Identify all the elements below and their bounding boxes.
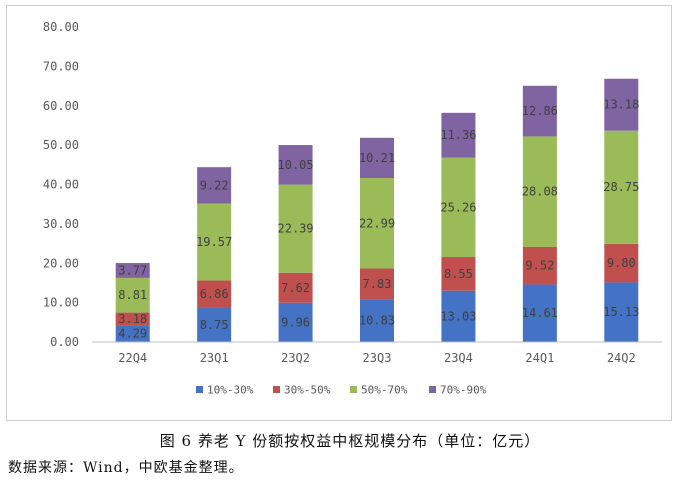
data-label: 4.29 <box>118 327 147 341</box>
data-label: 9.22 <box>200 178 229 192</box>
bar-segment <box>522 284 557 342</box>
bar-segment <box>604 282 639 342</box>
x-tick-label: 24Q1 <box>525 351 554 365</box>
data-label: 10.05 <box>278 158 314 172</box>
bar-segment <box>441 112 476 158</box>
bar-segment <box>604 78 639 131</box>
data-label: 19.57 <box>196 235 232 249</box>
stacked-bar-chart: 0.00 10.00 20.00 30.00 40.00 50.00 60.00 70.00 8… <box>43 20 662 397</box>
data-label: 8.75 <box>200 318 229 332</box>
y-tick-label: 80.00 <box>43 20 79 34</box>
legend-swatch <box>273 386 280 393</box>
bar-segment <box>441 290 476 342</box>
data-label: 15.13 <box>603 305 639 319</box>
bar-segment <box>197 307 232 342</box>
bar-segment <box>115 263 150 278</box>
y-tick-label: 60.00 <box>43 99 79 113</box>
bar-segment <box>278 272 313 303</box>
data-label: 3.77 <box>118 263 147 277</box>
legend-swatch <box>429 386 436 393</box>
chart-frame: 0.00 10.00 20.00 30.00 40.00 50.00 60.00 70.00 8… <box>6 5 672 421</box>
y-tick-label: 10.00 <box>43 296 79 310</box>
bar-segment <box>522 246 557 285</box>
legend-item: 50%-70% <box>350 384 408 397</box>
bar-segment <box>197 167 232 204</box>
data-label: 14.61 <box>522 306 558 320</box>
data-label: 22.39 <box>278 222 314 236</box>
bar-segment <box>278 184 313 273</box>
x-tick-label: 24Q2 <box>607 351 636 365</box>
data-label: 22.99 <box>359 216 395 230</box>
figure-caption: 图 6 养老 Y 份额按权益中枢规模分布（单位：亿元） <box>159 432 541 450</box>
legend-label: 70%-90% <box>440 384 487 397</box>
legend-item: 70%-90% <box>429 384 487 397</box>
x-tick-label: 22Q4 <box>118 351 147 365</box>
bar-segment <box>522 136 557 247</box>
bar-stack-24q1: 14.61 9.52 28.08 12.86 <box>522 85 558 342</box>
legend-item: 10%-30% <box>196 384 254 397</box>
legend: 10%-30% 30%-50% 50%-70% 70%-90% <box>196 384 487 397</box>
x-tick-label: 23Q3 <box>363 351 392 365</box>
bar-stack-23q4: 13.03 8.55 25.26 11.36 <box>440 112 476 342</box>
legend-label: 50%-70% <box>361 384 408 397</box>
legend-swatch <box>196 386 203 393</box>
data-label: 12.86 <box>522 104 558 118</box>
y-tick-label: 0.00 <box>50 335 79 349</box>
bar-stack-22q4: 4.293.18 8.81 3.77 <box>115 263 150 342</box>
data-label: 7.62 <box>281 281 310 295</box>
bar-segment <box>441 157 476 258</box>
legend-label: 30%-50% <box>284 384 331 397</box>
bar-stack-24q2: 15.13 9.80 28.75 13.18 <box>603 78 639 342</box>
bar-segment <box>197 280 232 308</box>
y-tick-label: 40.00 <box>43 178 79 192</box>
data-label: 13.03 <box>440 309 476 323</box>
data-label: 9.80 <box>607 256 636 270</box>
data-label: 28.08 <box>522 185 558 199</box>
bar-segment <box>360 178 394 269</box>
data-label: 10.21 <box>359 151 395 165</box>
bar-segment <box>604 130 639 244</box>
bar-segment <box>278 302 313 342</box>
data-label: 10.83 <box>359 314 395 328</box>
legend-item: 30%-50% <box>273 384 331 397</box>
bar-stack-23q2: 9.96 7.62 22.39 10.05 <box>278 145 314 342</box>
x-tick-label: 23Q4 <box>444 351 473 365</box>
bar-segment <box>360 137 394 179</box>
data-label: 9.52 <box>525 259 554 273</box>
bar-segment <box>360 299 394 342</box>
data-label: 8.81 <box>118 288 147 302</box>
data-label: 8.55 <box>444 267 473 281</box>
y-tick-label: 50.00 <box>43 138 79 152</box>
x-tick-label: 23Q2 <box>281 351 310 365</box>
bar-segment <box>604 243 639 283</box>
legend-swatch <box>350 386 357 393</box>
data-label: 25.26 <box>440 200 476 214</box>
bar-segment <box>115 325 150 342</box>
y-tick-label: 70.00 <box>43 59 79 73</box>
data-label: 6.86 <box>200 287 229 301</box>
data-label: 9.96 <box>281 315 310 329</box>
data-label: 28.75 <box>603 180 639 194</box>
y-tick-label: 20.00 <box>43 256 79 270</box>
bar-stack-23q3: 10.83 7.83 22.99 10.21 <box>359 137 395 342</box>
bar-segment <box>360 268 394 300</box>
data-label: 13.18 <box>603 98 639 112</box>
bar-segment <box>441 257 476 291</box>
data-label: 3.18 <box>118 312 147 326</box>
legend-label: 10%-30% <box>207 384 254 397</box>
bar-segment <box>115 277 150 313</box>
y-tick-label: 30.00 <box>43 217 79 231</box>
bar-segment <box>115 312 150 326</box>
data-label: 11.36 <box>440 128 476 142</box>
bar-segment <box>522 85 557 137</box>
data-source-note: 数据来源：Wind，中欧基金整理。 <box>8 460 244 476</box>
data-label: 7.83 <box>363 277 392 291</box>
bar-segment <box>278 145 313 185</box>
bar-segment <box>197 203 232 281</box>
y-axis: 0.00 10.00 20.00 30.00 40.00 50.00 60.00 70.00 8… <box>43 20 79 349</box>
bar-stack-23q1: 8.75 6.86 19.57 9.22 <box>196 167 232 342</box>
x-tick-label: 23Q1 <box>200 351 229 365</box>
bar-stacks: 4.293.18 8.81 3.77 8.75 6.86 19.57 9.22 9.96 7.6… <box>115 78 639 342</box>
x-axis: 22Q4 23Q1 23Q2 23Q3 23Q4 24Q1 24Q2 <box>92 341 662 365</box>
